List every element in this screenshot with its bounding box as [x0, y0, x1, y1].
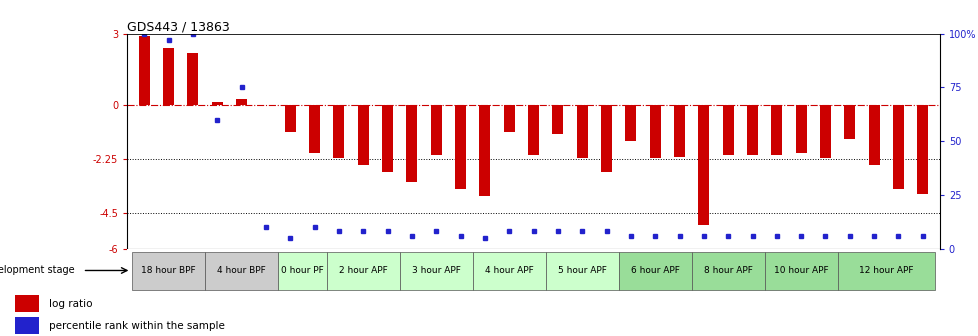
- Bar: [649, 105, 660, 158]
- Bar: [837, 252, 934, 290]
- Text: 8 hour APF: 8 hour APF: [703, 266, 752, 275]
- Bar: [132, 252, 205, 290]
- Bar: [674, 105, 685, 157]
- Bar: [618, 252, 691, 290]
- Bar: [406, 105, 417, 182]
- Bar: [527, 105, 539, 156]
- Bar: [697, 105, 709, 225]
- Bar: [15, 295, 39, 312]
- Text: 4 hour BPF: 4 hour BPF: [217, 266, 266, 275]
- Bar: [867, 105, 878, 165]
- Bar: [625, 105, 636, 141]
- Bar: [545, 252, 618, 290]
- Text: 0 hour PF: 0 hour PF: [281, 266, 324, 275]
- Bar: [455, 105, 466, 189]
- Bar: [472, 252, 545, 290]
- Text: 12 hour APF: 12 hour APF: [858, 266, 912, 275]
- Bar: [795, 105, 806, 153]
- Bar: [285, 105, 295, 132]
- Bar: [722, 105, 733, 156]
- Bar: [309, 105, 320, 153]
- Bar: [357, 105, 369, 165]
- Text: 10 hour APF: 10 hour APF: [773, 266, 827, 275]
- Text: 2 hour APF: 2 hour APF: [338, 266, 387, 275]
- Bar: [764, 252, 837, 290]
- Bar: [746, 105, 757, 156]
- Text: development stage: development stage: [0, 265, 74, 276]
- Bar: [205, 252, 278, 290]
- Bar: [892, 105, 903, 189]
- Bar: [916, 105, 927, 194]
- Bar: [820, 105, 830, 158]
- Bar: [843, 105, 855, 139]
- Text: log ratio: log ratio: [49, 299, 92, 309]
- Bar: [15, 317, 39, 334]
- Text: percentile rank within the sample: percentile rank within the sample: [49, 321, 225, 331]
- Bar: [188, 53, 199, 105]
- Bar: [479, 105, 490, 196]
- Bar: [576, 105, 587, 158]
- Bar: [600, 105, 611, 172]
- Bar: [278, 252, 327, 290]
- Text: 18 hour BPF: 18 hour BPF: [141, 266, 196, 275]
- Bar: [691, 252, 764, 290]
- Bar: [211, 102, 223, 105]
- Text: 3 hour APF: 3 hour APF: [412, 266, 461, 275]
- Text: 5 hour APF: 5 hour APF: [557, 266, 606, 275]
- Bar: [504, 105, 514, 132]
- Bar: [139, 36, 150, 105]
- Text: GDS443 / 13863: GDS443 / 13863: [127, 20, 230, 34]
- Bar: [430, 105, 441, 156]
- Bar: [552, 105, 562, 134]
- Text: 4 hour APF: 4 hour APF: [484, 266, 533, 275]
- Bar: [236, 99, 246, 105]
- Bar: [333, 105, 344, 158]
- Bar: [399, 252, 472, 290]
- Bar: [163, 48, 174, 105]
- Bar: [381, 105, 392, 172]
- Text: 6 hour APF: 6 hour APF: [630, 266, 679, 275]
- Bar: [771, 105, 781, 156]
- Bar: [327, 252, 399, 290]
